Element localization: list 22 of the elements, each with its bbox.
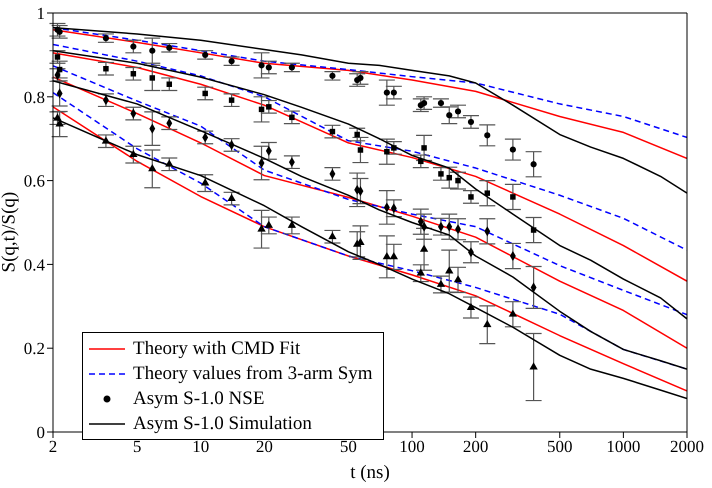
legend-label: Asym S-1.0 Simulation xyxy=(133,412,312,436)
legend-label: Asym S-1.0 NSE xyxy=(133,387,264,411)
x-tick-label: 10 xyxy=(192,437,210,456)
legend-label: Theory with CMD Fit xyxy=(133,337,300,361)
x-tick-label: 20 xyxy=(256,437,273,456)
x-tick-label: 2000 xyxy=(670,437,704,456)
y-tick-label: 0.8 xyxy=(24,88,45,107)
x-tick-label: 100 xyxy=(399,437,425,456)
x-tick-label: 200 xyxy=(462,437,488,456)
y-axis-title: S(q,t)/S(q) xyxy=(0,192,20,272)
y-tick-label: 1 xyxy=(36,4,45,24)
y-tick-label: 0.2 xyxy=(24,339,45,358)
x-tick-label: 500 xyxy=(547,437,573,456)
y-tick-label: 0.6 xyxy=(24,172,45,191)
x-tick-label: 1000 xyxy=(606,437,640,456)
x-tick-label: 50 xyxy=(340,437,357,456)
x-tick-label: 2 xyxy=(48,437,58,456)
y-tick-label: 0.4 xyxy=(24,255,46,274)
legend-label: Theory values from 3-arm Sym xyxy=(133,362,373,386)
y-tick-label: 0 xyxy=(36,423,45,442)
x-axis-title: t (ns) xyxy=(350,462,390,483)
x-tick-label: 5 xyxy=(132,437,142,456)
